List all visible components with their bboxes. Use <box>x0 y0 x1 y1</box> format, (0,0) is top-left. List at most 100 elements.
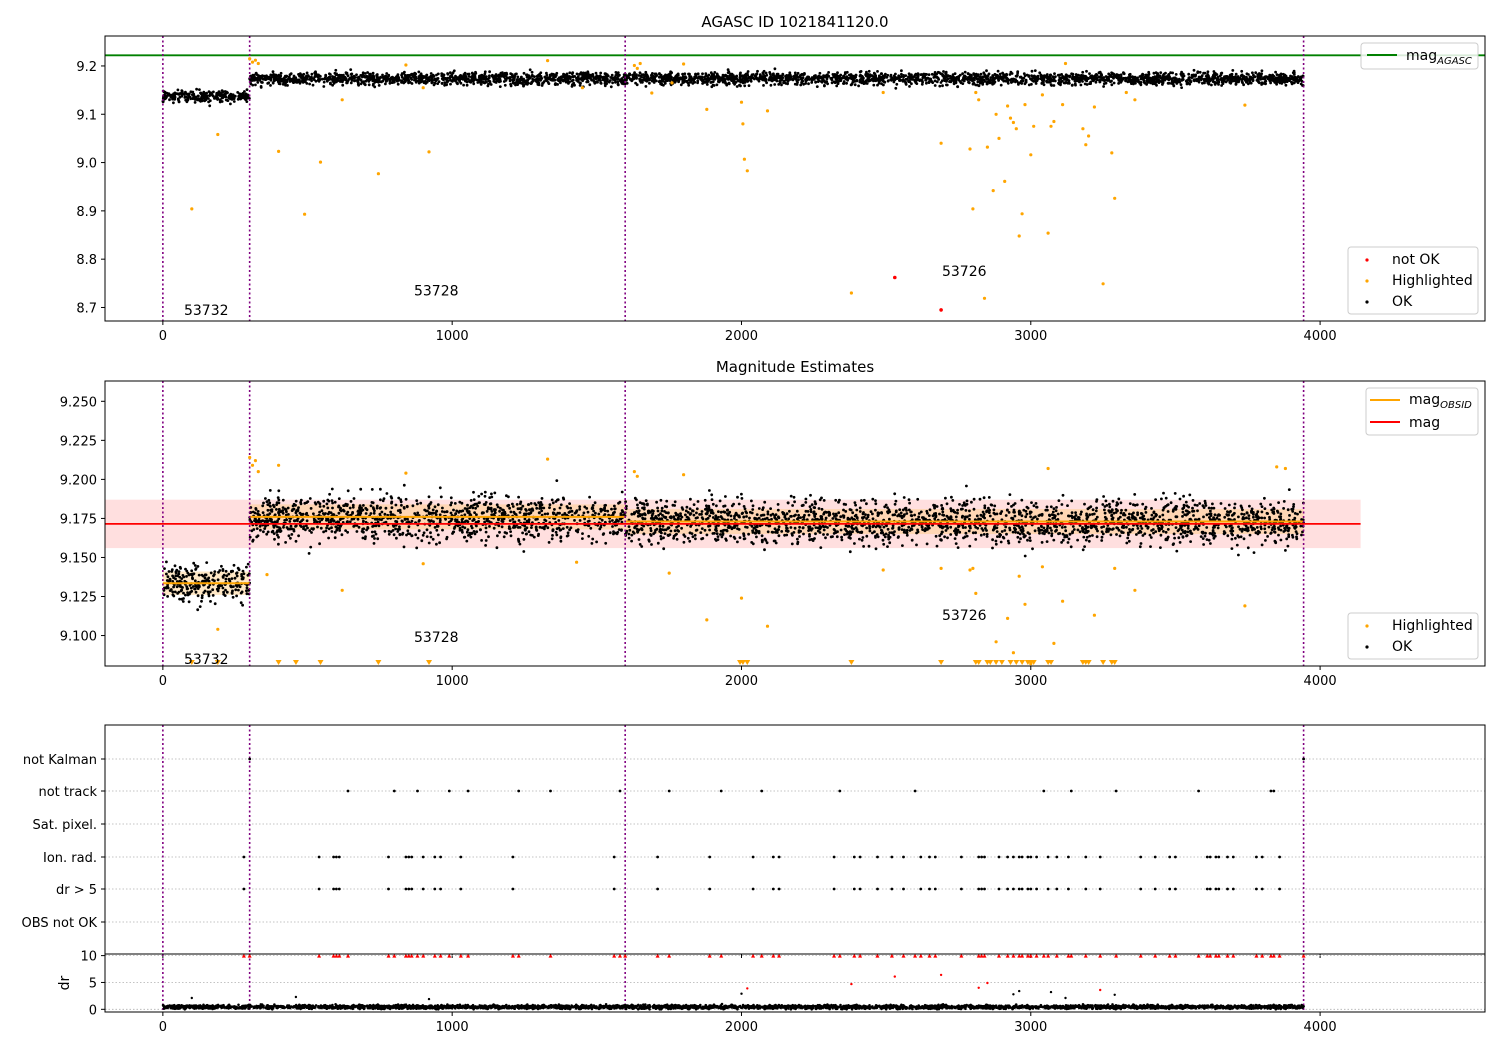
ok-point <box>186 587 190 591</box>
ok-point <box>555 527 559 531</box>
ok-point <box>573 75 577 78</box>
ok-point <box>1185 82 1189 86</box>
ok-point <box>711 80 715 83</box>
ok-point <box>938 71 941 74</box>
ok-point <box>326 506 330 510</box>
ok-point <box>994 76 998 80</box>
ok-point <box>561 527 565 530</box>
ok-point <box>933 84 937 87</box>
ok-point <box>805 78 809 82</box>
ok-point <box>427 541 431 545</box>
ok-point <box>270 508 274 511</box>
ok-point <box>208 590 212 594</box>
ok-point <box>1119 73 1123 77</box>
ok-point <box>578 519 582 522</box>
ok-point <box>198 88 201 91</box>
ok-point <box>525 74 529 78</box>
ok-point <box>867 69 871 73</box>
ok-point <box>930 80 934 83</box>
ok-point <box>313 501 317 504</box>
ok-point <box>1081 70 1085 74</box>
ok-point <box>490 492 493 496</box>
ok-point <box>672 79 676 82</box>
ok-point <box>535 529 539 532</box>
ok-point <box>572 81 576 85</box>
ok-point <box>337 497 341 500</box>
ok-point <box>209 571 213 575</box>
ok-point <box>417 519 421 523</box>
ok-point <box>547 541 551 544</box>
ok-point <box>1268 73 1272 77</box>
ok-point <box>355 73 358 77</box>
ok-point <box>494 80 498 84</box>
ok-point <box>701 72 704 76</box>
ok-point <box>474 506 477 510</box>
ok-point <box>427 495 431 499</box>
highlighted-point <box>1014 127 1018 131</box>
ok-point <box>1145 77 1149 80</box>
ok-point <box>483 70 487 74</box>
highlighted-point <box>404 63 408 67</box>
ok-point <box>573 511 577 515</box>
ok-point <box>192 561 196 565</box>
ok-point <box>424 79 427 83</box>
ok-point <box>503 83 507 87</box>
ok-point <box>967 81 971 85</box>
ok-point <box>799 83 803 87</box>
ok-point <box>281 506 285 509</box>
ok-point <box>294 511 298 515</box>
ok-point <box>894 86 898 90</box>
ok-point <box>349 72 353 76</box>
ok-point <box>464 519 468 523</box>
ok-point <box>375 73 379 76</box>
ok-point <box>224 577 228 581</box>
ok-point <box>401 531 405 535</box>
ok-point <box>647 77 651 80</box>
highlighted-point <box>303 212 307 216</box>
ok-point <box>942 76 946 80</box>
ok-point <box>508 506 511 510</box>
ok-point <box>511 505 515 508</box>
ok-point <box>479 77 483 81</box>
ok-point <box>329 511 333 515</box>
ok-point <box>1059 83 1062 87</box>
ok-point <box>509 534 513 538</box>
ok-point <box>411 504 415 508</box>
ok-point <box>564 80 568 84</box>
ok-point <box>384 506 388 510</box>
ok-point <box>1273 81 1277 84</box>
ok-point <box>300 74 304 77</box>
ok-point <box>961 72 964 75</box>
ok-point <box>775 74 779 78</box>
ok-point <box>573 83 576 87</box>
ok-point <box>484 530 488 534</box>
ok-point <box>357 525 361 529</box>
ok-point <box>660 79 663 83</box>
ok-point <box>1040 82 1044 85</box>
ok-point <box>773 83 777 86</box>
not-ok-point <box>939 308 943 312</box>
ok-point <box>221 575 225 578</box>
ok-point <box>612 77 616 81</box>
ok-point <box>337 511 341 515</box>
ok-point <box>394 503 398 507</box>
ok-point <box>269 84 272 87</box>
ok-point <box>749 75 753 79</box>
panel-mag-title: Magnitude Estimates <box>716 358 874 376</box>
ok-point <box>552 512 555 516</box>
ok-point <box>498 509 501 513</box>
ok-point <box>639 80 643 84</box>
ok-point <box>356 76 360 79</box>
ok-point <box>1220 77 1224 80</box>
ok-point <box>171 574 175 578</box>
ok-point <box>345 512 348 516</box>
ok-point <box>218 100 222 104</box>
ok-point <box>400 81 403 84</box>
ok-point <box>1083 74 1087 78</box>
ok-point <box>277 542 280 546</box>
ok-point <box>486 84 490 88</box>
ok-point <box>555 479 559 482</box>
ok-point <box>1292 71 1296 75</box>
ok-point <box>333 500 337 504</box>
ok-point <box>261 519 265 523</box>
